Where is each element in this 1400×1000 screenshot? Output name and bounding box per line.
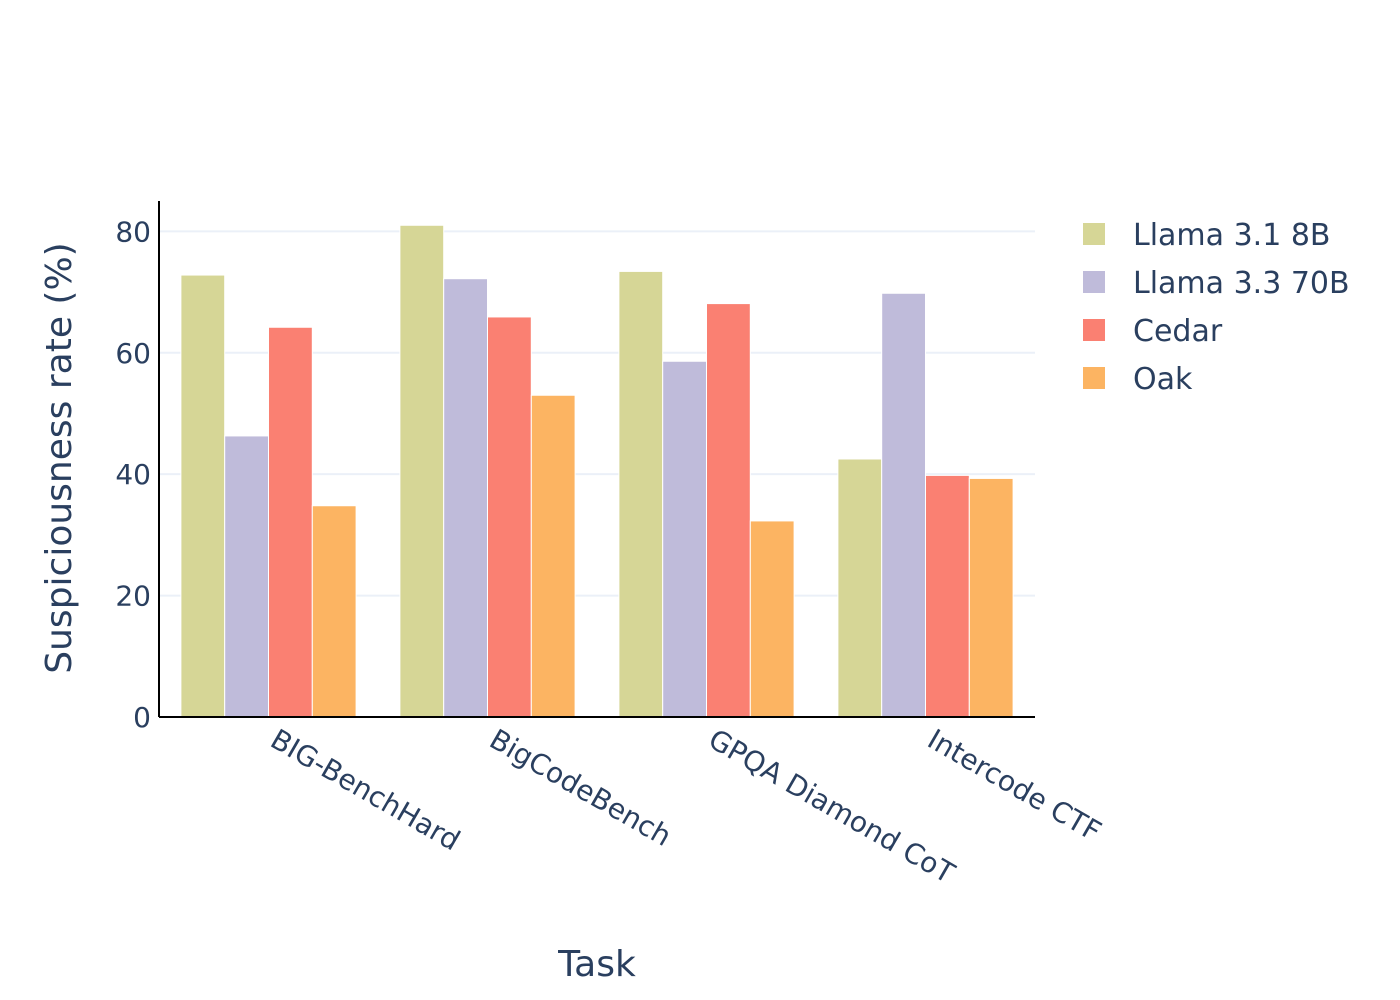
bar[interactable] (837, 458, 883, 718)
x-tick-label: GPQA Diamond CoT (703, 722, 961, 890)
bar[interactable] (487, 316, 532, 718)
bar[interactable] (706, 303, 751, 718)
bar[interactable] (968, 477, 1014, 718)
axes (158, 201, 1035, 718)
legend-swatch (1083, 367, 1105, 389)
bar[interactable] (925, 474, 970, 718)
bar[interactable] (399, 224, 445, 718)
y-tick-label: 0 (133, 701, 151, 734)
bar[interactable] (443, 278, 489, 718)
legend-item[interactable]: Oak (1083, 362, 1193, 397)
legend-label: Llama 3.3 70B (1133, 266, 1350, 301)
legend-item[interactable]: Llama 3.1 8B (1083, 218, 1331, 253)
y-tick-label: 20 (115, 580, 151, 613)
y-tick-labels: 0 20 40 60 80 (115, 215, 151, 734)
legend-item[interactable]: Llama 3.3 70B (1083, 266, 1350, 301)
bar[interactable] (618, 270, 664, 718)
legend-label: Cedar (1133, 314, 1223, 349)
x-tick-label: BigCodeBench (484, 722, 677, 852)
y-tick-label: 80 (115, 215, 151, 248)
x-axis-title: Task (557, 944, 636, 985)
legend-swatch (1083, 319, 1105, 341)
x-tick-label: BIG-BenchHard (265, 722, 466, 857)
bar[interactable] (224, 435, 269, 718)
bar[interactable] (268, 326, 313, 718)
y-tick-label: 60 (115, 337, 151, 370)
bars (180, 224, 1014, 718)
legend-swatch (1083, 271, 1105, 293)
y-tick-label: 40 (115, 458, 151, 491)
legend[interactable]: Llama 3.1 8B Llama 3.3 70B Cedar Oak (1083, 218, 1350, 397)
legend-label: Oak (1133, 362, 1193, 397)
bar[interactable] (881, 292, 927, 718)
bar[interactable] (530, 394, 576, 718)
legend-label: Llama 3.1 8B (1133, 218, 1331, 253)
bar[interactable] (749, 520, 795, 718)
bar[interactable] (662, 360, 708, 718)
legend-item[interactable]: Cedar (1083, 314, 1223, 349)
x-tick-label: Intercode CTF (922, 722, 1107, 848)
y-axis-title: Suspiciousness rate (%) (39, 242, 80, 673)
legend-swatch (1083, 223, 1105, 245)
bar[interactable] (311, 505, 357, 718)
x-tick-labels: BIG-BenchHard BigCodeBench GPQA Diamond Co… (265, 722, 1107, 890)
bar[interactable] (180, 274, 226, 718)
